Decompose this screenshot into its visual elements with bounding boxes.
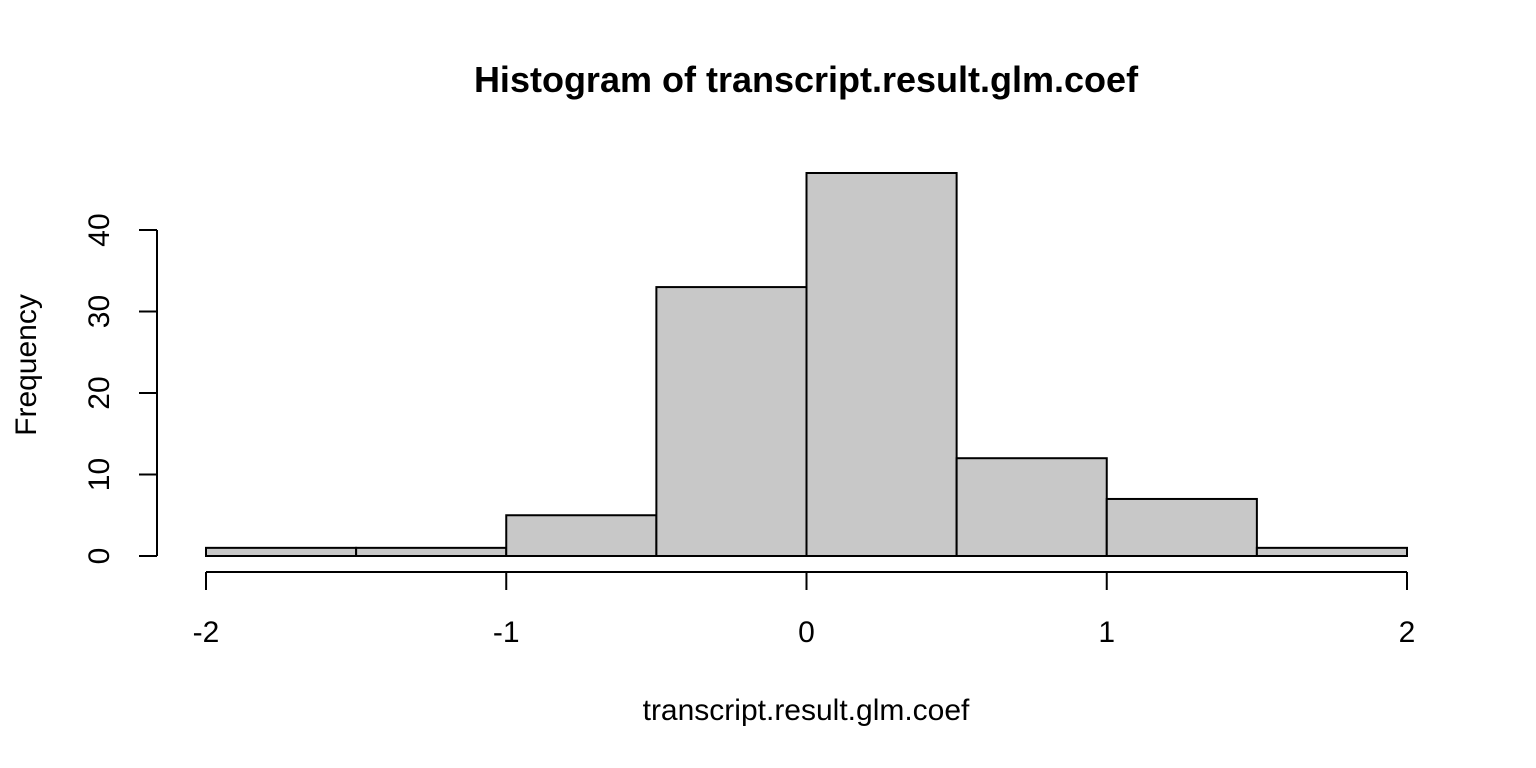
x-axis: -2 -1 0 1 2	[193, 571, 1416, 649]
histogram-bar-0	[205, 546, 358, 558]
y-tick-label: 10	[83, 458, 116, 491]
histogram-bar-7	[1255, 546, 1408, 558]
histogram-bar-2	[505, 514, 658, 557]
x-tick-label: -1	[493, 616, 520, 649]
histogram-bar-6	[1105, 497, 1258, 558]
x-tick-label: 1	[1098, 616, 1115, 649]
bars-group	[205, 172, 1408, 558]
histogram-bar-3	[655, 286, 808, 557]
x-tick-label: 2	[1399, 616, 1416, 649]
y-tick-label: 20	[83, 376, 116, 409]
x-tick-label: -2	[193, 616, 220, 649]
y-axis: 0 10 20 30 40	[83, 213, 158, 565]
y-tick-label: 30	[83, 295, 116, 328]
x-tick-label: 0	[798, 616, 815, 649]
y-tick-label: 40	[83, 213, 116, 246]
histogram-bar-4	[805, 172, 958, 557]
chart-title: Histogram of transcript.result.glm.coef	[474, 59, 1139, 100]
histogram-bar-5	[955, 457, 1108, 557]
y-axis-label: Frequency	[10, 294, 43, 436]
y-tick-label: 0	[83, 548, 116, 565]
x-axis-label: transcript.result.glm.coef	[643, 694, 970, 727]
histogram-bar-1	[355, 546, 508, 558]
